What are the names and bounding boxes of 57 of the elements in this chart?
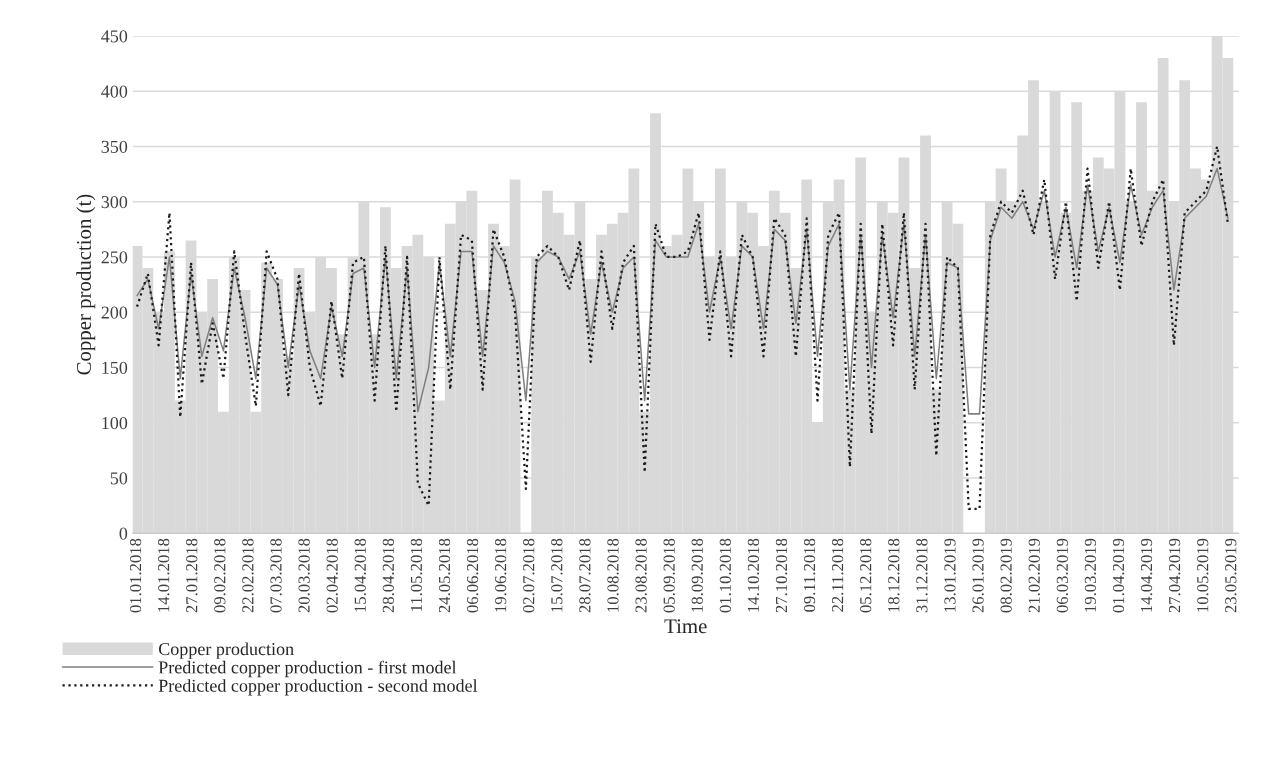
x-tick-label: 19.03.2019 bbox=[1084, 538, 1097, 612]
x-tick-label: 02.07.2018 bbox=[523, 538, 535, 613]
x-tick-label: 01.04.2019 bbox=[1112, 538, 1125, 613]
x-tick-label: 10.05.2019 bbox=[1197, 538, 1209, 612]
x-tick-label: 05.12.2018 bbox=[860, 538, 872, 613]
x-tick-label: 09.11.2018 bbox=[803, 538, 816, 612]
y-tick-label: 50 bbox=[110, 472, 128, 485]
x-axis-title: Time bbox=[664, 619, 707, 634]
x-tick-label: 11.05.2018 bbox=[410, 538, 423, 611]
y-tick-label: 250 bbox=[101, 251, 128, 264]
x-tick-label: 23.05.2019 bbox=[1225, 538, 1237, 613]
y-tick-label: 350 bbox=[101, 140, 128, 153]
x-tick-label: 27.04.2019 bbox=[1169, 538, 1181, 613]
y-tick-label: 400 bbox=[101, 85, 128, 98]
x-tick-label: 14.10.2018 bbox=[747, 538, 760, 612]
x-tick-label: 13.01.2019 bbox=[944, 538, 956, 612]
x-tick-label: 23.08.2018 bbox=[635, 538, 647, 613]
x-tick-label: 19.06.2018 bbox=[495, 538, 507, 612]
y-tick-label: 100 bbox=[102, 416, 128, 430]
x-tick-label: 01.10.2018 bbox=[719, 538, 732, 613]
y-tick-label: 0 bbox=[119, 527, 128, 540]
x-tick-label: 02.04.2018 bbox=[326, 538, 338, 613]
x-tick-label: 22.11.2018 bbox=[832, 538, 844, 612]
line-series bbox=[135, 145, 1230, 511]
x-tick-label: 07.03.2018 bbox=[270, 538, 282, 613]
x-tick-label: 01.01.2018 bbox=[129, 538, 142, 613]
x-tick-label: 27.10.2018 bbox=[775, 538, 788, 613]
x-tick-label: 14.01.2018 bbox=[158, 538, 170, 612]
y-tick-label: 300 bbox=[101, 195, 128, 209]
line-series bbox=[136, 167, 1229, 415]
y-tick-label: 450 bbox=[101, 30, 128, 43]
x-tick-label: 24.05.2018 bbox=[438, 538, 451, 613]
x-tick-label: 06.06.2018 bbox=[466, 538, 479, 613]
x-tick-label: 31.12.2018 bbox=[916, 538, 928, 613]
x-tick-label: 18.09.2018 bbox=[691, 538, 703, 612]
x-tick-label: 08.02.2019 bbox=[1000, 538, 1012, 613]
x-tick-label: 21.02.2019 bbox=[1028, 538, 1040, 613]
x-tick-label: 10.08.2018 bbox=[607, 538, 619, 612]
legend-label: Predicted copper production - first model bbox=[158, 660, 457, 678]
x-tick-label: 28.07.2018 bbox=[579, 538, 591, 613]
x-tick-label: 15.04.2018 bbox=[354, 538, 366, 612]
y-axis-title: Copper production (t) bbox=[76, 194, 96, 375]
x-tick-label: 05.09.2018 bbox=[663, 538, 675, 613]
x-tick-label: 14.04.2019 bbox=[1140, 538, 1153, 612]
x-tick-label: 18.12.2018 bbox=[888, 538, 900, 612]
y-tick-label: 150 bbox=[102, 361, 128, 374]
legend-label: Copper production bbox=[158, 642, 294, 659]
x-tick-label: 20.03.2018 bbox=[298, 538, 310, 613]
x-tick-label: 28.04.2018 bbox=[382, 538, 395, 613]
y-tick-label: 200 bbox=[101, 306, 128, 319]
x-tick-label: 06.03.2019 bbox=[1056, 538, 1068, 613]
x-tick-label: 15.07.2018 bbox=[551, 538, 563, 612]
x-tick-label: 26.01.2019 bbox=[972, 538, 984, 613]
legend-label: Predicted copper production - second model bbox=[158, 679, 478, 696]
x-tick-label: 09.02.2018 bbox=[214, 538, 226, 613]
x-tick-label: 27.01.2018 bbox=[186, 538, 198, 613]
x-tick-label: 22.02.2018 bbox=[242, 538, 254, 613]
